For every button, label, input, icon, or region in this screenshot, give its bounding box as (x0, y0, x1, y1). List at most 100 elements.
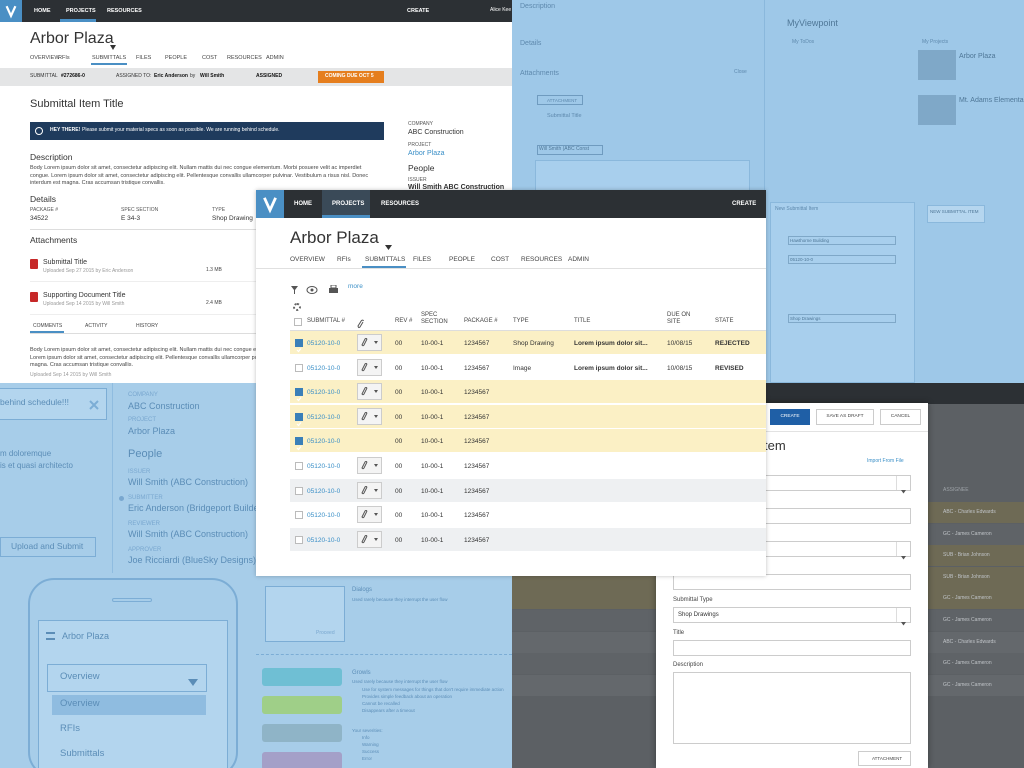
tab[interactable]: PEOPLE (449, 256, 476, 263)
table-row[interactable] (290, 429, 766, 454)
attachment-dropdown[interactable] (357, 506, 382, 524)
activity-tab[interactable]: COMMENTS (33, 323, 63, 329)
submittal-link[interactable]: 05120-10-0 (307, 438, 341, 446)
create-menu[interactable]: CREATE (407, 8, 430, 14)
checkbox[interactable] (295, 462, 303, 470)
user-name: Alice Kee (490, 7, 512, 13)
column-header: TYPE (513, 318, 529, 324)
checkbox[interactable] (295, 486, 303, 495)
attachment-name[interactable]: Submittal Title (43, 259, 87, 266)
nav-item[interactable]: HOME (34, 8, 51, 14)
textarea[interactable] (673, 672, 911, 744)
attachment-dropdown[interactable] (357, 383, 382, 401)
nav-item[interactable]: HOME (294, 201, 312, 207)
attachment-dropdown[interactable] (357, 334, 382, 351)
submittal-link[interactable]: 05120-10-0 (307, 340, 341, 347)
cell: 10-00-1 (421, 536, 444, 544)
tab[interactable]: RESOURCES (521, 256, 563, 263)
button-label[interactable]: CANCEL (890, 414, 911, 419)
phone-select-text[interactable]: Overview (60, 671, 100, 682)
wire-text: behind schedule!!! (0, 397, 69, 407)
cell: 10-00-1 (421, 512, 444, 520)
wire-text: m doloremque (0, 449, 52, 458)
nav-item[interactable]: PROJECTS (332, 201, 365, 207)
submittal-link[interactable]: 05120-10-0 (307, 389, 341, 397)
faded-button (537, 95, 583, 105)
tab[interactable]: PEOPLE (165, 55, 188, 61)
submittal-link[interactable]: 05120-10-0 (307, 487, 341, 495)
checkbox[interactable] (294, 318, 302, 326)
attachment-dropdown[interactable] (357, 457, 382, 474)
link[interactable]: Import From File (867, 458, 904, 464)
checkbox[interactable] (295, 437, 303, 451)
attachment-dropdown[interactable] (357, 530, 382, 548)
tab[interactable]: ADMIN (266, 55, 284, 61)
button-label[interactable]: ATTACHMENT (872, 756, 903, 761)
checkbox[interactable] (295, 339, 303, 353)
tab[interactable]: SUBMITTALS (92, 55, 127, 61)
tl-caret (110, 37, 116, 50)
phone-title: Arbor Plaza (62, 631, 110, 641)
side-label: ISSUER (408, 177, 427, 183)
tab[interactable]: OVERVIEW (290, 256, 325, 263)
tab[interactable]: FILES (136, 55, 152, 61)
cell: 10-00-1 (421, 463, 444, 470)
submittal-link[interactable]: 05120-10-0 (307, 413, 341, 421)
checkbox[interactable] (295, 363, 303, 372)
activity-tab[interactable]: ACTIVITY (85, 323, 108, 329)
attachment-dropdown[interactable] (357, 407, 382, 425)
tab[interactable]: OVERVIEW (30, 55, 60, 61)
checkbox[interactable] (295, 535, 303, 544)
checkbox[interactable] (295, 412, 303, 427)
submittal-link[interactable]: 05120-10-0 (307, 512, 341, 520)
submittal-link[interactable]: 05120-10-0 (307, 364, 341, 372)
title-caret (385, 237, 392, 250)
attachment-dropdown[interactable] (357, 358, 382, 376)
wire-bullet: Warning (362, 742, 379, 747)
button[interactable] (880, 409, 921, 425)
input[interactable] (673, 640, 911, 656)
select[interactable] (673, 607, 911, 623)
tab[interactable]: COST (202, 55, 218, 61)
tab[interactable]: SUBMITTALS (365, 256, 406, 263)
create-menu[interactable]: CREATE (732, 201, 757, 207)
dim-assignee: GC - James Cameron (943, 660, 992, 667)
link[interactable]: more (348, 283, 363, 290)
submittal-link[interactable]: 05120-10-0 (307, 536, 341, 544)
button[interactable] (816, 409, 874, 425)
checkbox[interactable] (295, 388, 303, 402)
detail-label: PACKAGE # (30, 207, 58, 213)
column-header: TITLE (574, 318, 591, 324)
tab[interactable]: RFIs (337, 256, 351, 263)
tab[interactable]: RFIs (58, 55, 70, 61)
attachment-name[interactable]: Supporting Document Title (43, 292, 126, 299)
button-label[interactable]: SAVE AS DRAFT (826, 414, 864, 419)
wire-bullet: Error (362, 756, 372, 761)
caret (901, 622, 906, 626)
submittal-link[interactable]: 05120-10-0 (307, 463, 341, 470)
tab[interactable]: FILES (413, 256, 432, 263)
button[interactable] (770, 409, 810, 425)
cell: 10-00-1 (421, 340, 444, 347)
side-link[interactable]: Arbor Plaza (408, 150, 445, 157)
input[interactable] (673, 574, 911, 590)
phone-menu-item[interactable]: Submittals (60, 748, 105, 759)
tab[interactable]: RESOURCES (227, 55, 262, 61)
button-label[interactable]: CREATE (780, 414, 800, 419)
phone-menu-item[interactable]: Overview (60, 698, 100, 709)
activity-tab[interactable]: HISTORY (136, 323, 159, 329)
attachment-dropdown[interactable] (357, 481, 382, 499)
column-header: DUE ON SITE (667, 312, 691, 325)
nav-item[interactable]: RESOURCES (381, 201, 420, 207)
checkbox[interactable] (295, 511, 303, 520)
toolbar-glyphs (291, 284, 338, 294)
phone-menu-item[interactable]: RFIs (60, 723, 81, 734)
tab[interactable]: COST (491, 256, 510, 263)
cell: 1234567 (464, 364, 490, 372)
tab[interactable]: ADMIN (568, 256, 589, 263)
attachment-button[interactable] (858, 751, 911, 766)
nav-item[interactable]: RESOURCES (107, 8, 142, 14)
nav-item[interactable]: PROJECTS (66, 8, 96, 14)
cell: 10-00-1 (421, 389, 444, 397)
cell: REJECTED (715, 340, 750, 347)
